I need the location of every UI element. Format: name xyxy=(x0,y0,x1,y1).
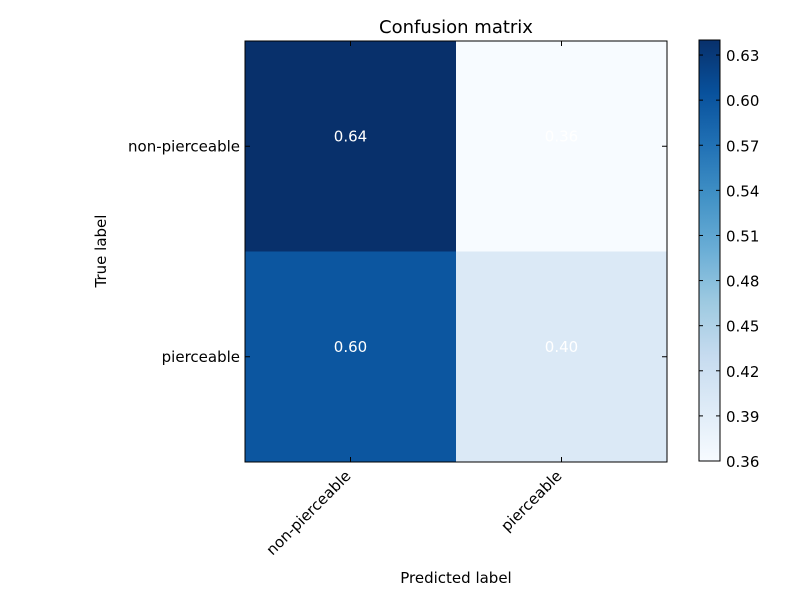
colorbar-tick-label: 0.45 xyxy=(726,318,759,336)
colorbar-frame xyxy=(698,39,721,462)
matrix-cell xyxy=(245,41,456,252)
colorbar-ticks: 0.36 0.39 0.42 0.45 0.48 0.51 0.54 0.57 0.60 0.63 xyxy=(699,47,759,471)
x-axis-title: Predicted label xyxy=(400,569,511,587)
colorbar-tick-label: 0.60 xyxy=(726,92,759,110)
matrix-cell xyxy=(245,251,456,462)
colorbar: 0.36 0.39 0.42 0.45 0.48 0.51 0.54 0.57 0.60 0.63 xyxy=(698,39,759,471)
x-tick-label: non-pierceable xyxy=(263,467,355,559)
colorbar-gradient xyxy=(699,40,720,461)
matrix-frame xyxy=(244,40,668,463)
colorbar-tick-label: 0.36 xyxy=(726,453,759,471)
y-tick-label: pierceable xyxy=(162,348,240,366)
cell-value-label: 0.40 xyxy=(545,338,578,356)
y-axis-title: True label xyxy=(92,215,110,289)
colorbar-tick-label: 0.39 xyxy=(726,408,759,426)
cell-value-label: 0.64 xyxy=(334,127,367,145)
matrix-cells: 0.64 0.36 0.60 0.40 xyxy=(245,41,667,462)
colorbar-tick-label: 0.54 xyxy=(726,182,759,200)
chart-title: Confusion matrix xyxy=(379,17,533,38)
cell-value-label: 0.36 xyxy=(545,127,578,145)
colorbar-tick-label: 0.51 xyxy=(726,227,759,245)
x-tick-label: pierceable xyxy=(497,467,565,535)
colorbar-tick-label: 0.42 xyxy=(726,363,759,381)
cell-value-label: 0.60 xyxy=(334,338,367,356)
matrix-cell xyxy=(456,41,667,252)
matrix-cell xyxy=(456,251,667,462)
y-tick-label: non-pierceable xyxy=(128,137,240,155)
colorbar-tick-label: 0.57 xyxy=(726,137,759,155)
colorbar-tick-label: 0.48 xyxy=(726,273,759,291)
colorbar-tick-label: 0.63 xyxy=(726,47,759,65)
